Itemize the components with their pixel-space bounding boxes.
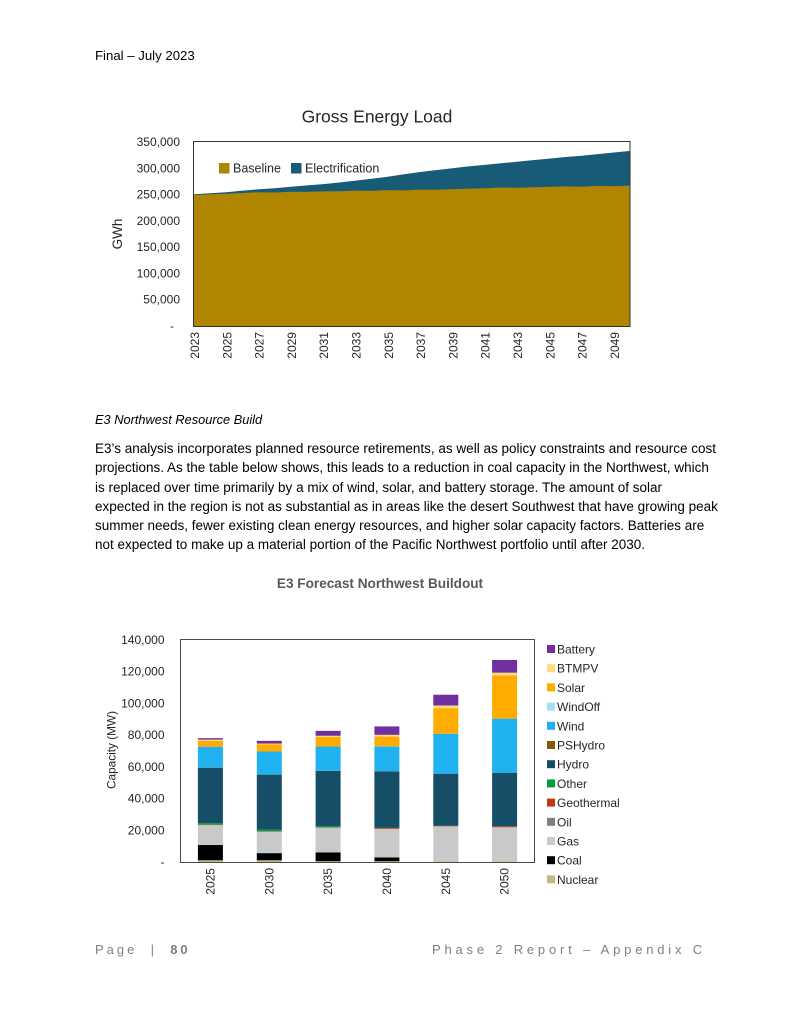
- svg-text:2049: 2049: [608, 332, 622, 359]
- svg-text:Nuclear: Nuclear: [557, 873, 598, 887]
- svg-text:2041: 2041: [479, 332, 493, 359]
- svg-text:E3 Forecast Northwest Buildout: E3 Forecast Northwest Buildout: [277, 576, 484, 591]
- svg-text:350,000: 350,000: [137, 135, 181, 149]
- svg-text:2025: 2025: [203, 868, 217, 895]
- svg-text:2050: 2050: [498, 868, 512, 895]
- svg-text:2033: 2033: [350, 332, 364, 359]
- svg-text:60,000: 60,000: [128, 760, 165, 774]
- svg-text:200,000: 200,000: [137, 214, 181, 228]
- svg-text:Coal: Coal: [557, 854, 582, 868]
- svg-text:2040: 2040: [380, 868, 394, 895]
- svg-text:Capacity (MW): Capacity (MW): [105, 711, 119, 789]
- svg-text:Oil: Oil: [557, 815, 572, 829]
- svg-text:300,000: 300,000: [137, 161, 181, 175]
- svg-text:Wind: Wind: [557, 719, 584, 733]
- svg-text:GWh: GWh: [110, 219, 125, 250]
- svg-text:2047: 2047: [576, 332, 590, 359]
- svg-text:2039: 2039: [446, 332, 460, 359]
- svg-text:Hydro: Hydro: [557, 758, 589, 772]
- svg-text:140,000: 140,000: [121, 633, 165, 647]
- svg-text:100,000: 100,000: [137, 266, 181, 280]
- svg-text:40,000: 40,000: [128, 792, 165, 806]
- svg-text:Geothermal: Geothermal: [557, 796, 620, 810]
- svg-text:Electrification: Electrification: [305, 162, 379, 176]
- svg-text:Battery: Battery: [557, 643, 595, 657]
- svg-text:WindOff: WindOff: [557, 700, 601, 714]
- svg-text:-: -: [170, 319, 174, 333]
- svg-text:20,000: 20,000: [128, 823, 165, 837]
- svg-text:2029: 2029: [285, 332, 299, 359]
- svg-text:-: -: [161, 855, 165, 869]
- svg-text:100,000: 100,000: [121, 696, 165, 710]
- svg-text:PSHydro: PSHydro: [557, 739, 605, 753]
- svg-text:2045: 2045: [543, 332, 557, 359]
- svg-text:2043: 2043: [511, 332, 525, 359]
- svg-text:2037: 2037: [414, 332, 428, 359]
- svg-text:Other: Other: [557, 777, 587, 791]
- svg-text:150,000: 150,000: [137, 240, 181, 254]
- svg-text:2045: 2045: [439, 868, 453, 895]
- svg-text:2025: 2025: [220, 332, 234, 359]
- svg-text:Gas: Gas: [557, 835, 579, 849]
- svg-text:120,000: 120,000: [121, 665, 165, 679]
- svg-text:2027: 2027: [253, 332, 267, 359]
- svg-text:250,000: 250,000: [137, 188, 181, 202]
- svg-text:Solar: Solar: [557, 681, 585, 695]
- svg-text:80,000: 80,000: [128, 728, 165, 742]
- svg-text:50,000: 50,000: [143, 293, 180, 307]
- svg-text:2035: 2035: [321, 868, 335, 895]
- svg-text:Baseline: Baseline: [233, 162, 281, 176]
- svg-text:2023: 2023: [188, 332, 202, 359]
- svg-text:2031: 2031: [317, 332, 331, 359]
- svg-text:Gross Energy Load: Gross Energy Load: [302, 107, 453, 127]
- svg-text:BTMPV: BTMPV: [557, 662, 598, 676]
- svg-text:2030: 2030: [262, 868, 276, 895]
- svg-text:2035: 2035: [382, 332, 396, 359]
